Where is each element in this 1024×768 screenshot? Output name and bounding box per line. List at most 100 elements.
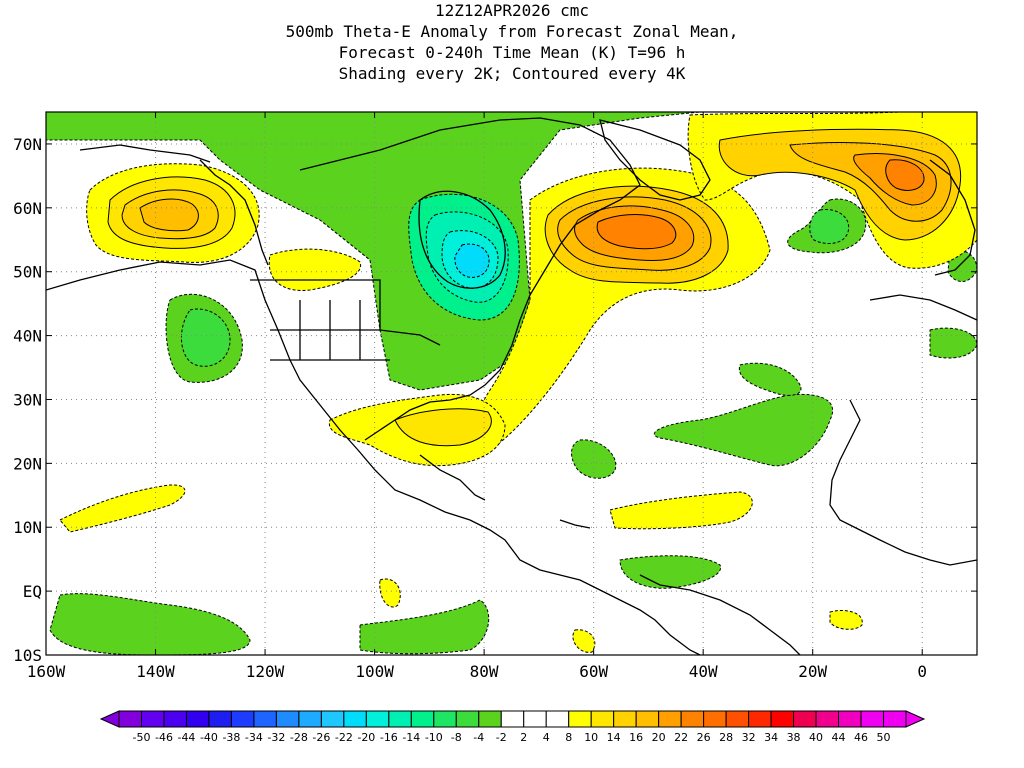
lon-label: 100W bbox=[355, 662, 394, 681]
lon-label: 160W bbox=[27, 662, 66, 681]
chart-title-line-4: Shading every 2K; Contoured every 4K bbox=[338, 64, 686, 83]
colorbar-swatch bbox=[545, 710, 570, 728]
colorbar-swatch bbox=[883, 710, 907, 728]
colorbar-swatch bbox=[208, 710, 232, 728]
colorbar-swatch bbox=[590, 710, 615, 728]
colorbar-label: -26 bbox=[312, 731, 330, 744]
lon-label: 20W bbox=[798, 662, 827, 681]
colorbar-swatch bbox=[748, 710, 772, 728]
colorbar-swatch bbox=[185, 710, 210, 728]
colorbar-label: -20 bbox=[357, 731, 375, 744]
plot-frame bbox=[45, 111, 978, 656]
lon-label: 40W bbox=[689, 662, 718, 681]
grid-lines bbox=[46, 112, 977, 655]
colorbar-swatch bbox=[860, 710, 885, 728]
colorbar-swatch bbox=[230, 710, 255, 728]
colorbar-swatch bbox=[365, 710, 390, 728]
orange-anomaly-cores bbox=[107, 128, 962, 447]
colorbar-swatch bbox=[410, 710, 435, 728]
colorbar-label: 40 bbox=[809, 731, 823, 744]
lat-label: 50N bbox=[13, 263, 42, 282]
colorbar-label: 26 bbox=[697, 731, 711, 744]
colorbar-label: -4 bbox=[473, 731, 484, 744]
lon-label: 80W bbox=[470, 662, 499, 681]
colorbar-swatch bbox=[433, 710, 457, 728]
colorbar-label: 38 bbox=[787, 731, 801, 744]
colorbar-swatch bbox=[320, 710, 345, 728]
colorbar-label: -34 bbox=[245, 731, 263, 744]
colorbar-swatch bbox=[388, 710, 412, 728]
lat-label: 40N bbox=[13, 327, 42, 346]
colorbar-label: -38 bbox=[222, 731, 240, 744]
lon-label: 120W bbox=[246, 662, 285, 681]
colorbar-swatch bbox=[635, 710, 660, 728]
lat-label: 70N bbox=[13, 135, 42, 154]
colorbar-label: 20 bbox=[652, 731, 666, 744]
colorbar-swatch bbox=[815, 710, 840, 728]
chart-title-line-3: Forecast 0-240h Time Mean (K) T=96 h bbox=[338, 43, 686, 62]
coastlines bbox=[46, 117, 977, 655]
colorbar-swatch bbox=[680, 710, 705, 728]
colorbar-label: -40 bbox=[200, 731, 218, 744]
chart-title-line-2: 500mb Theta-E Anomaly from Forecast Zona… bbox=[285, 22, 739, 41]
lat-label: 10N bbox=[13, 518, 42, 537]
colorbar-label: -8 bbox=[451, 731, 462, 744]
colorbar-swatch bbox=[793, 710, 817, 728]
colorbar-label: 2 bbox=[520, 731, 527, 744]
colorbar-swatch bbox=[613, 710, 637, 728]
colorbar-label: -32 bbox=[267, 731, 285, 744]
colorbar-label: 46 bbox=[854, 731, 868, 744]
colorbar-swatch bbox=[275, 710, 300, 728]
colorbar-label: 28 bbox=[719, 731, 733, 744]
colorbar-label: 16 bbox=[629, 731, 643, 744]
colorbar-swatch bbox=[118, 710, 142, 728]
negative-anomaly-shading bbox=[46, 112, 977, 655]
colorbar-swatch bbox=[568, 710, 592, 728]
colorbar-arrow-left bbox=[99, 710, 120, 728]
colorbar-label: -28 bbox=[290, 731, 308, 744]
colorbar-label: -44 bbox=[177, 731, 195, 744]
colorbar-label: 4 bbox=[543, 731, 550, 744]
colorbar-label: 8 bbox=[565, 731, 572, 744]
lat-label: 60N bbox=[13, 199, 42, 218]
map-plot-area bbox=[46, 112, 977, 655]
colorbar-label: -14 bbox=[402, 731, 420, 744]
colorbar-swatch bbox=[703, 710, 727, 728]
colorbar-swatch bbox=[658, 710, 682, 728]
longitude-axis: 160W 140W 120W 100W 80W 60W 40W 20W 0 bbox=[27, 112, 927, 681]
hudson-bay-negative-core bbox=[180, 193, 850, 367]
colorbar-swatch bbox=[253, 710, 277, 728]
lat-label: 30N bbox=[13, 390, 42, 409]
lon-label: 140W bbox=[136, 662, 175, 681]
colorbar-label: 14 bbox=[607, 731, 621, 744]
colorbar-swatch bbox=[500, 710, 525, 728]
colorbar-label: 44 bbox=[832, 731, 846, 744]
colorbar-label: 34 bbox=[764, 731, 778, 744]
colorbar-swatch bbox=[478, 710, 502, 728]
colorbar-label: 22 bbox=[674, 731, 688, 744]
colorbar-label: -46 bbox=[155, 731, 173, 744]
lon-label: 60W bbox=[579, 662, 608, 681]
lon-label: 0 bbox=[917, 662, 927, 681]
colorbar-swatch bbox=[140, 710, 165, 728]
colorbar-label: 32 bbox=[742, 731, 756, 744]
colorbar-label: -50 bbox=[133, 731, 151, 744]
colorbar-swatch bbox=[343, 710, 367, 728]
colorbar-swatch bbox=[770, 710, 795, 728]
colorbar-label: 50 bbox=[877, 731, 891, 744]
colorbar-label: -10 bbox=[425, 731, 443, 744]
colorbar-swatch bbox=[298, 710, 322, 728]
colorbar-label: -2 bbox=[496, 731, 507, 744]
colorbar-label: -22 bbox=[335, 731, 353, 744]
colorbar-arrow-right bbox=[905, 710, 926, 728]
colorbar-swatch bbox=[725, 710, 750, 728]
colorbar-swatch bbox=[523, 710, 547, 728]
colorbar-swatch bbox=[838, 710, 862, 728]
chart-title-line-1: 12Z12APR2026 cmc bbox=[434, 1, 590, 20]
lat-label: EQ bbox=[23, 582, 42, 601]
colorbar-swatch bbox=[163, 710, 187, 728]
lat-label: 20N bbox=[13, 454, 42, 473]
colorbar-label: -16 bbox=[380, 731, 398, 744]
colorbar-swatch bbox=[455, 710, 480, 728]
